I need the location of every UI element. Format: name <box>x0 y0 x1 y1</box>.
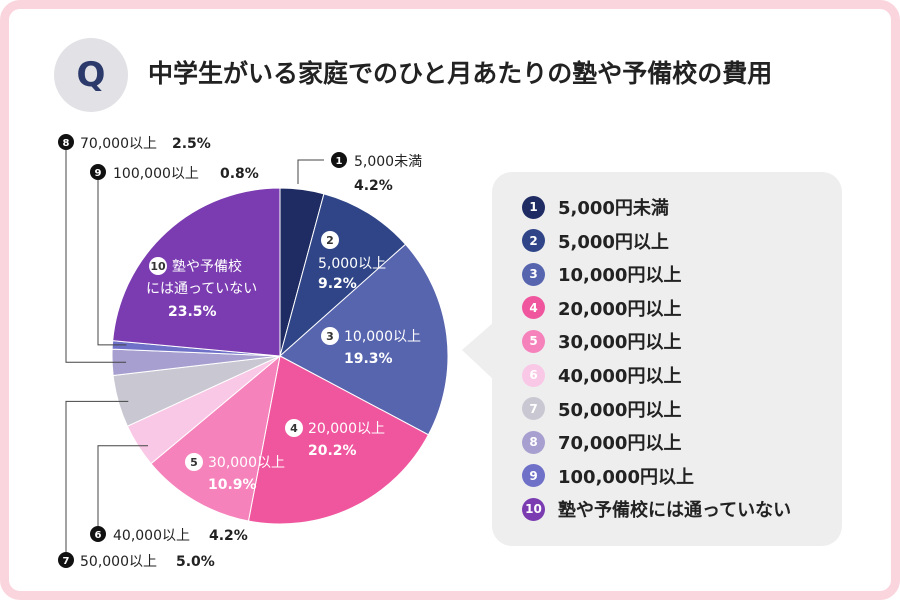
legend-label-4: 20,000円以上 <box>558 298 682 320</box>
legend-swatch-7: 7 <box>522 397 545 421</box>
data-label-8-name: 70,000以上 <box>80 136 157 152</box>
question-badge: Q <box>54 38 128 112</box>
legend-label-10: 塾や予備校には通っていない <box>558 500 792 522</box>
leader-line-8 <box>65 150 127 363</box>
data-label-7-value: 5.0% <box>176 554 215 570</box>
legend-label-5: 30,000円以上 <box>558 332 682 354</box>
legend-swatch-8: 8 <box>522 430 545 454</box>
legend-swatch-6: 6 <box>522 363 545 387</box>
legend-item-8: 8 70,000円以上 <box>522 429 681 455</box>
legend-swatch-10: 10 <box>522 497 545 521</box>
data-label-3-name: 10,000以上 <box>344 329 421 345</box>
data-label-7-name: 50,000以上 <box>80 554 157 570</box>
leader-line-9 <box>97 180 127 346</box>
data-label-9-value: 0.8% <box>220 166 259 182</box>
legend-swatch-5: 5 <box>522 329 545 353</box>
data-label-3-num-text: 3 <box>326 330 334 343</box>
data-label-6-name: 40,000以上 <box>113 528 190 544</box>
data-label-8-num-text: 8 <box>63 138 70 149</box>
data-label-4-num-text: 4 <box>290 422 298 435</box>
leader-line-7 <box>65 400 129 552</box>
data-label-4-num: 4 <box>285 419 303 437</box>
data-label-9-num-text: 9 <box>95 168 102 179</box>
data-label-2-num: 2 <box>321 231 339 249</box>
data-label-1-value: 4.2% <box>354 178 393 194</box>
pie-slice-3 <box>279 243 449 436</box>
data-label-5-name: 30,000以上 <box>208 455 285 471</box>
legend-pointer <box>462 322 494 380</box>
legend-swatch-4: 4 <box>522 296 545 320</box>
data-label-7-num-circle <box>58 552 74 568</box>
legend-item-9: 9 100,000円以上 <box>522 463 694 489</box>
legend-item-10: 10 塾や予備校には通っていない <box>522 496 791 522</box>
data-label-5-num-circle <box>185 453 203 471</box>
data-label-9-name: 100,000以上 <box>113 166 199 182</box>
data-label-2-num-circle <box>321 231 339 249</box>
data-label-5-value: 10.9% <box>208 477 257 493</box>
data-label-6-value: 4.2% <box>209 528 248 544</box>
data-label-8-num: 8 <box>58 134 74 150</box>
leader-line-1 <box>297 159 324 184</box>
legend-label-9: 100,000円以上 <box>558 466 694 488</box>
data-label-10-num: 10 <box>149 257 167 275</box>
legend: 1 5,000円未満 2 5,000円以上 3 10,000円以上 4 20,000円以上 5 3… <box>492 172 842 546</box>
data-label-2-num-text: 2 <box>326 234 334 247</box>
pie-slice-10 <box>112 187 281 357</box>
data-label-4-num-circle <box>285 419 303 437</box>
data-label-1-num-text: 1 <box>336 156 343 167</box>
legend-swatch-1: 1 <box>522 195 545 219</box>
data-label-3-num: 3 <box>321 327 339 345</box>
data-label-10-name-2: には通っていない <box>146 281 257 297</box>
legend-item-1: 1 5,000円未満 <box>522 194 669 220</box>
legend-label-7: 50,000円以上 <box>558 399 682 421</box>
legend-item-4: 4 20,000円以上 <box>522 295 681 321</box>
data-label-9-num-circle <box>90 164 106 180</box>
data-label-5-num: 5 <box>185 453 203 471</box>
data-label-2-name: 5,000以上 <box>318 256 386 272</box>
data-label-7-num-text: 7 <box>63 556 70 567</box>
legend-label-6: 40,000円以上 <box>558 366 682 387</box>
data-label-4-name: 20,000以上 <box>308 421 385 437</box>
legend-item-5: 5 30,000円以上 <box>522 328 681 354</box>
data-label-1-num: 1 <box>331 152 347 168</box>
pie-slice-4 <box>247 355 430 525</box>
data-label-8-value: 2.5% <box>172 136 211 152</box>
legend-item-2: 2 5,000円以上 <box>522 228 669 254</box>
data-label-8-num-circle <box>58 134 74 150</box>
legend-label-8: 70,000円以上 <box>558 433 682 455</box>
data-label-6-num-text: 6 <box>95 530 102 541</box>
legend-label-2: 5,000円以上 <box>558 231 669 253</box>
data-label-10-num-text: 10 <box>150 260 166 273</box>
pie-slice-2 <box>279 193 407 358</box>
data-label-10-num-circle <box>149 257 167 275</box>
data-label-6-num: 6 <box>90 526 106 542</box>
data-label-1-num-circle <box>331 152 347 168</box>
legend-item-3: 3 10,000円以上 <box>522 261 681 287</box>
data-label-10-name: 塾や予備校 <box>172 258 242 275</box>
data-label-2-value: 9.2% <box>318 276 357 292</box>
legend-swatch-2: 2 <box>522 229 545 253</box>
data-label-1-name: 5,000未満 <box>354 154 422 170</box>
data-label-9-num: 9 <box>90 164 106 180</box>
legend-label-3: 10,000円以上 <box>558 265 682 287</box>
data-label-6-num-circle <box>90 526 106 542</box>
data-label-7-num: 7 <box>58 552 74 568</box>
legend-item-7: 7 50,000円以上 <box>522 396 681 422</box>
leader-line-6 <box>97 445 148 526</box>
data-label-5-num-text: 5 <box>190 456 198 469</box>
data-label-3-value: 19.3% <box>344 351 393 367</box>
legend-item-6: 6 40,000円以上 <box>522 362 681 388</box>
data-label-4-value: 20.2% <box>308 443 357 459</box>
data-label-10-value: 23.5% <box>168 304 217 320</box>
pie-slice-5 <box>150 354 281 522</box>
legend-label-1: 5,000円未満 <box>558 198 669 219</box>
chart-title: 中学生がいる家庭でのひと月あたりの塾や予備校の費用 <box>148 59 773 88</box>
question-badge-label: Q <box>76 55 106 95</box>
data-label-3-num-circle <box>321 327 339 345</box>
legend-swatch-9: 9 <box>522 464 545 488</box>
legend-swatch-3: 3 <box>522 262 545 286</box>
